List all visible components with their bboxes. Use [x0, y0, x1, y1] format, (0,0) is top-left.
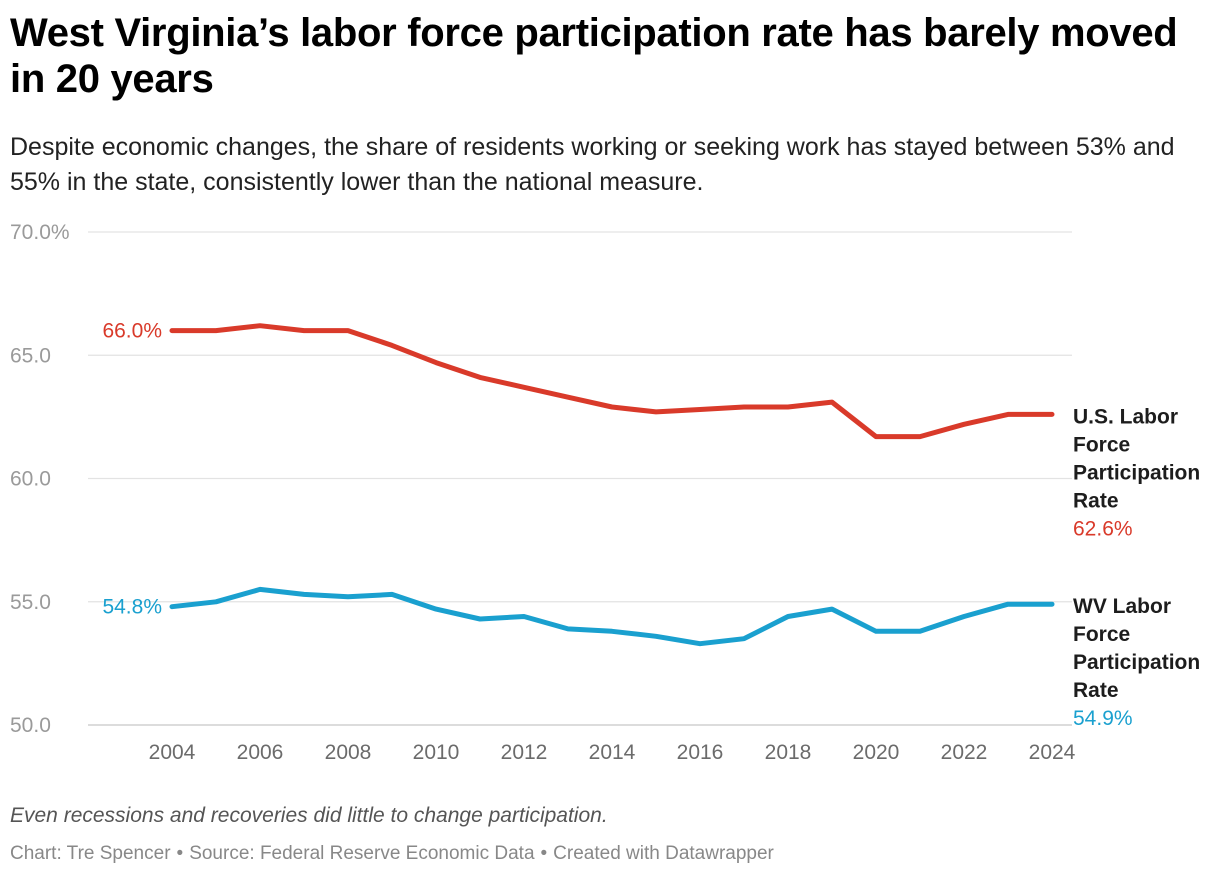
series-labels: 66.0% U.S. Labor Force Participation Rate 62.… — [102, 320, 1200, 731]
x-tick-label-2008: 2008 — [325, 741, 372, 764]
y-tick-label-65: 65.0 — [10, 344, 51, 367]
y-tick-label-60: 60.0 — [10, 468, 51, 491]
gridlines — [88, 231, 1072, 726]
us-series-name-line: Participation — [1073, 461, 1200, 484]
wv-series-name-line: WV Labor — [1073, 595, 1171, 618]
us-end-value-label: 62.6% — [1073, 517, 1133, 540]
us-series-name-line: Rate — [1073, 489, 1119, 512]
wv-end-value-label: 54.9% — [1073, 707, 1133, 730]
x-tick-label-2022: 2022 — [941, 741, 988, 764]
wv-series-name-line: Force — [1073, 623, 1130, 646]
x-tick-label-2010: 2010 — [413, 741, 460, 764]
credit-source: Source: Federal Reserve Economic Data — [189, 843, 535, 864]
y-tick-label-55: 55.0 — [10, 591, 51, 614]
chart-credits: Chart: Tre Spencer • Source: Federal Reser… — [10, 843, 774, 865]
wv-series-name-line: Rate — [1073, 679, 1119, 702]
x-tick-label-2006: 2006 — [237, 741, 284, 764]
credit-separator: • — [176, 843, 184, 864]
wv-start-value-label: 54.8% — [102, 596, 162, 619]
series-lines — [169, 323, 1055, 647]
us-series-line — [169, 323, 1055, 440]
chart-title: West Virginia’s labor force participatio… — [10, 11, 1178, 101]
credit-tool: Created with Datawrapper — [553, 843, 774, 864]
wv-series-name-line: Participation — [1073, 651, 1200, 674]
y-tick-label-50: 50.0 — [10, 714, 51, 737]
credit-author: Chart: Tre Spencer — [10, 843, 171, 864]
x-tick-label-2012: 2012 — [501, 741, 548, 764]
x-tick-label-2018: 2018 — [765, 741, 812, 764]
us-series-name-line: Force — [1073, 433, 1130, 456]
x-tick-label-2016: 2016 — [677, 741, 724, 764]
chart-note: Even recessions and recoveries did littl… — [10, 804, 608, 827]
wv-series-line — [169, 586, 1055, 647]
x-tick-label-2024: 2024 — [1029, 741, 1076, 764]
credit-separator: • — [540, 843, 548, 864]
y-tick-label-70: 70.0% — [10, 221, 70, 244]
chart-subtitle: Despite economic changes, the share of r… — [10, 133, 1175, 196]
x-tick-label-2014: 2014 — [589, 741, 636, 764]
x-tick-label-2004: 2004 — [149, 741, 196, 764]
us-start-value-label: 66.0% — [102, 320, 162, 343]
axes: 70.0% 65.0 60.0 55.0 50.0 2004 2006 2008 2010 201… — [10, 221, 1076, 764]
x-tick-label-2020: 2020 — [853, 741, 900, 764]
us-series-name-line: U.S. Labor — [1073, 405, 1178, 428]
